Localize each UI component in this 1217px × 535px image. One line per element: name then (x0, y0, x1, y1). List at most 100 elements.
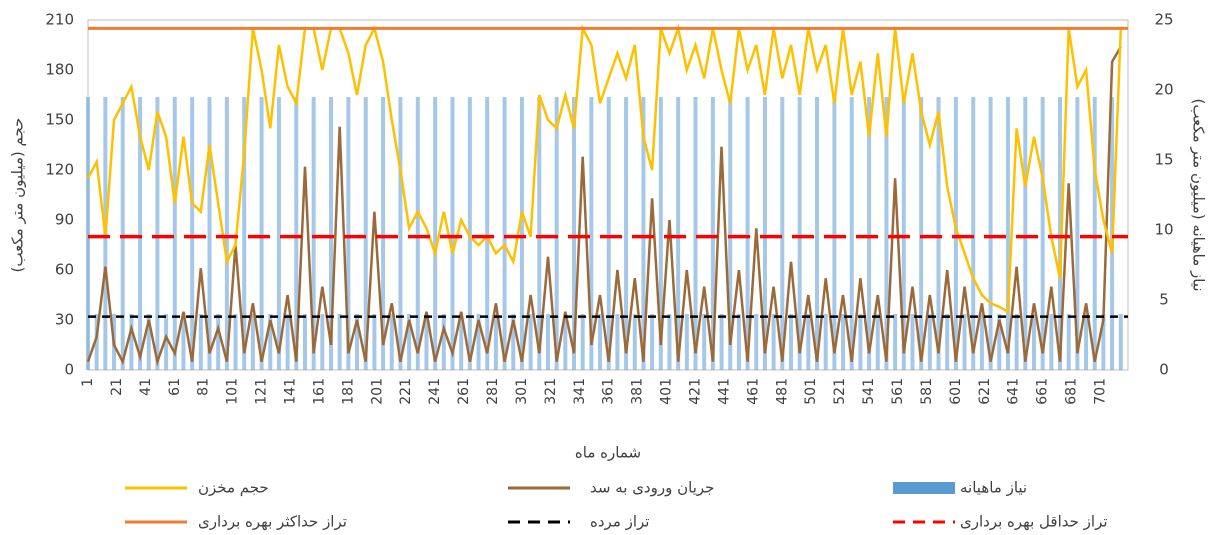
bar (1075, 97, 1080, 370)
x-tick-label: 181 (340, 378, 356, 405)
bar (1040, 97, 1045, 370)
bar (389, 314, 394, 370)
x-tick-label: 41 (138, 378, 154, 396)
bar (624, 97, 629, 370)
x-tick-label: 701 (1093, 378, 1109, 405)
legend-label: تراز مرده (590, 513, 649, 531)
bar (285, 314, 290, 370)
bar (745, 97, 750, 370)
bar (919, 97, 924, 370)
bar (363, 97, 368, 370)
x-tick-label: 621 (977, 378, 993, 405)
bar (580, 314, 585, 370)
legend-label: حجم مخزن (198, 479, 269, 497)
bar (971, 97, 976, 370)
bar (815, 97, 820, 370)
bar (797, 97, 802, 370)
y-tick-label: 210 (45, 11, 74, 29)
legend-label: تراز حداکثر بهره برداری (198, 513, 347, 531)
bar (945, 314, 950, 370)
bar (849, 97, 854, 370)
bar (875, 314, 880, 370)
bar (806, 314, 811, 370)
x-tick-label: 21 (109, 378, 125, 396)
x-tick-label: 321 (543, 378, 559, 405)
bar (632, 314, 637, 370)
y2-tick-label: 10 (1154, 221, 1173, 239)
bar (893, 314, 898, 370)
bar (762, 97, 767, 370)
x-tick-label: 1 (80, 378, 96, 387)
bar (155, 97, 160, 370)
bar (302, 314, 307, 370)
bar (867, 97, 872, 370)
bar (415, 97, 420, 370)
bar (589, 97, 594, 370)
bar (606, 97, 611, 370)
y-tick-label: 30 (55, 311, 74, 329)
y-tick-label: 90 (55, 211, 74, 229)
bar (702, 314, 707, 370)
x-tick-label: 301 (514, 378, 530, 405)
bar (94, 314, 99, 370)
bar (250, 314, 255, 370)
bar (216, 314, 221, 370)
bar (572, 97, 577, 370)
bar (598, 314, 603, 370)
y-tick-label: 150 (45, 111, 74, 129)
bar (754, 314, 759, 370)
bar (1005, 97, 1010, 370)
bar (502, 97, 507, 370)
x-axis-title: شماره ماه (575, 444, 641, 462)
bar (424, 314, 429, 370)
bar (450, 97, 455, 370)
bar (511, 314, 516, 370)
y2-tick-label: 25 (1154, 11, 1173, 29)
bar (433, 97, 438, 370)
bar (120, 97, 125, 370)
bar (693, 97, 698, 370)
bar (407, 314, 412, 370)
bar (1084, 314, 1089, 370)
bar (276, 97, 281, 370)
x-tick-label: 541 (861, 378, 877, 405)
legend-swatch (893, 482, 955, 494)
bar (1023, 97, 1028, 370)
bar (294, 97, 299, 370)
y2-tick-label: 20 (1154, 81, 1173, 99)
bar (997, 314, 1002, 370)
bar (650, 314, 655, 370)
x-tick-label: 681 (1064, 378, 1080, 405)
bar (467, 97, 472, 370)
legend-label: نیاز ماهیانه (960, 479, 1027, 497)
legend-label: تراز حداقل بهره برداری (960, 513, 1108, 531)
x-tick-label: 201 (369, 378, 385, 405)
bar (1101, 314, 1106, 370)
bar (1031, 314, 1036, 370)
bar (355, 314, 360, 370)
bar (329, 97, 334, 370)
bar (901, 97, 906, 370)
x-tick-label: 661 (1035, 378, 1051, 405)
bar (1049, 314, 1054, 370)
bar (528, 314, 533, 370)
x-tick-label: 501 (803, 378, 819, 405)
bar (615, 314, 620, 370)
x-tick-label: 81 (196, 378, 212, 396)
bar (684, 314, 689, 370)
bar (780, 97, 785, 370)
bar (459, 314, 464, 370)
bar (493, 314, 498, 370)
bar (545, 314, 550, 370)
bar (554, 97, 559, 370)
x-tick-label: 561 (890, 378, 906, 405)
x-tick-label: 421 (688, 378, 704, 405)
bar (138, 97, 143, 370)
x-tick-label: 601 (948, 378, 964, 405)
bar (259, 97, 264, 370)
bar (710, 97, 715, 370)
x-tick-label: 61 (167, 378, 183, 396)
bar (788, 314, 793, 370)
